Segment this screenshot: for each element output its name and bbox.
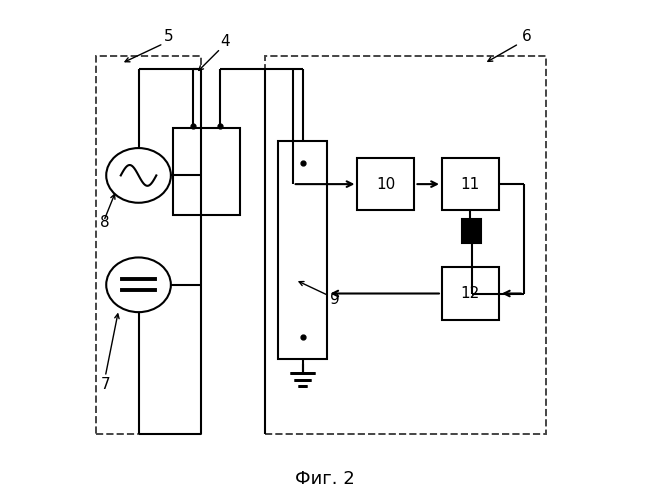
- Bar: [358, 158, 415, 210]
- Bar: [442, 158, 499, 210]
- Text: 9: 9: [330, 292, 340, 307]
- Bar: [265, 56, 546, 434]
- Text: 7: 7: [100, 377, 110, 392]
- Text: 12: 12: [461, 286, 480, 301]
- Text: 4: 4: [220, 34, 230, 48]
- Text: 10: 10: [376, 176, 396, 192]
- Text: 5: 5: [163, 28, 173, 44]
- Text: Фиг. 2: Фиг. 2: [295, 470, 355, 488]
- Bar: [442, 268, 499, 320]
- Text: 6: 6: [521, 28, 531, 44]
- Text: 8: 8: [100, 215, 110, 230]
- Bar: [96, 56, 201, 434]
- Bar: [462, 218, 481, 242]
- Text: 11: 11: [461, 176, 480, 192]
- Bar: [278, 140, 328, 360]
- Bar: [174, 128, 240, 215]
